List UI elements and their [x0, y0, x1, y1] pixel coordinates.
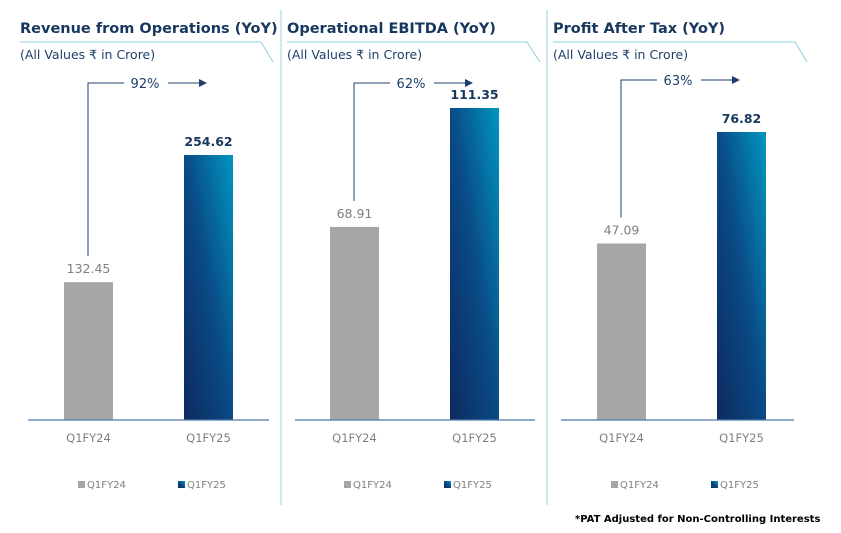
x-tick-label: Q1FY24: [66, 431, 111, 445]
legend-label: Q1FY24: [353, 480, 392, 491]
data-label: 47.09: [604, 222, 640, 237]
legend-label: Q1FY25: [187, 480, 226, 491]
data-label: 254.62: [184, 134, 232, 149]
legend-swatch-q1fy25: [178, 481, 185, 488]
x-tick-label: Q1FY24: [332, 431, 377, 445]
title-underline: [20, 41, 274, 63]
legend-swatch-q1fy24: [611, 481, 618, 488]
bar-q1fy24: [330, 226, 379, 420]
legend-swatch-q1fy25: [711, 481, 718, 488]
growth-connector: [87, 82, 124, 257]
title-underline: [287, 41, 541, 63]
title-underline: [553, 41, 808, 63]
x-tick-label: Q1FY25: [719, 431, 764, 445]
legend-swatch-q1fy24: [78, 481, 85, 488]
data-label: 111.35: [450, 87, 498, 102]
chart-title: Operational EBITDA (YoY): [287, 21, 496, 37]
legend-swatch-q1fy24: [344, 481, 351, 488]
legend-label: Q1FY25: [453, 480, 492, 491]
bar-q1fy24: [597, 243, 646, 420]
bar-q1fy24: [64, 282, 113, 420]
x-tick-label: Q1FY24: [599, 431, 644, 445]
chart-subtitle: (All Values ₹ in Crore): [553, 47, 688, 62]
growth-connector: [353, 82, 390, 201]
legend-label: Q1FY25: [720, 480, 759, 491]
data-label: 76.82: [722, 111, 762, 126]
x-tick-label: Q1FY25: [186, 431, 231, 445]
bar-q1fy25: [184, 155, 233, 420]
footnote: *PAT Adjusted for Non-Controlling Intere…: [575, 514, 820, 525]
chart-title: Profit After Tax (YoY): [553, 21, 725, 37]
growth-percent: 92%: [131, 77, 160, 92]
data-label: 68.91: [337, 206, 373, 221]
growth-percent: 62%: [397, 77, 426, 92]
growth-connector: [620, 79, 657, 218]
bar-q1fy25: [450, 108, 499, 420]
legend-label: Q1FY24: [620, 480, 659, 491]
growth-percent: 63%: [664, 74, 693, 89]
legend-swatch-q1fy25: [444, 481, 451, 488]
chart-subtitle: (All Values ₹ in Crore): [287, 47, 422, 62]
chart-title: Revenue from Operations (YoY): [20, 21, 278, 37]
chart-subtitle: (All Values ₹ in Crore): [20, 47, 155, 62]
data-label: 132.45: [67, 261, 111, 276]
bar-q1fy25: [717, 132, 766, 420]
x-tick-label: Q1FY25: [452, 431, 497, 445]
legend-label: Q1FY24: [87, 480, 126, 491]
